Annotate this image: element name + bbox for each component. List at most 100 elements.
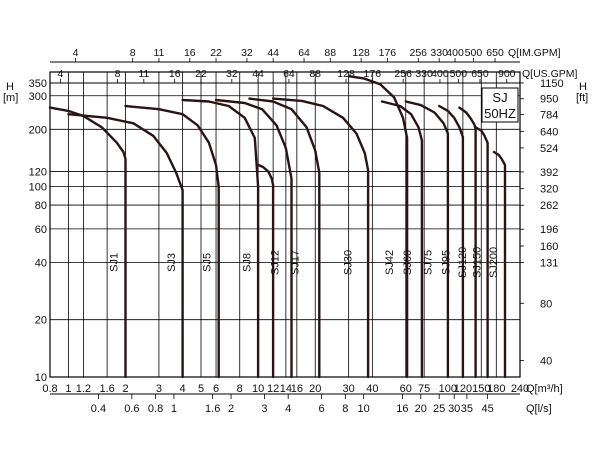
y-axis-unit-m-line1: H <box>6 81 14 93</box>
x-tick-label-ls: 0.8 <box>148 403 163 415</box>
x-tick-label-m3h: 10 <box>252 383 264 395</box>
y-tick-label-ft: 40 <box>540 356 552 368</box>
x-tick-label-us-gpm: 900 <box>498 68 516 80</box>
x-tick-label-im-gpm: 44 <box>267 47 279 59</box>
series-label: SJ8 <box>241 253 253 272</box>
x-tick-label-us-gpm: 330 <box>415 68 433 80</box>
y-tick-label-ft: 640 <box>540 126 558 138</box>
curve-sj12 <box>214 98 293 379</box>
x-tick-label-ls: 8 <box>342 403 348 415</box>
series-label: SJ60 <box>402 250 414 275</box>
curve-sj30 <box>271 97 370 379</box>
x-tick-label-im-gpm: 16 <box>184 47 196 59</box>
plot-frame <box>49 71 521 378</box>
y-tick-label-m: 120 <box>29 167 47 179</box>
x-tick-label-us-gpm: 44 <box>252 68 264 80</box>
y-tick-label-ft: 392 <box>540 167 558 179</box>
x-tick-label-im-gpm: 176 <box>379 47 397 59</box>
x-tick-label-im-gpm: 88 <box>324 47 336 59</box>
x-tick-label-im-gpm: 11 <box>153 47 164 59</box>
x-tick-label-im-gpm: 4 <box>73 47 79 59</box>
x-axis-unit-m3h: Q[m³/h] <box>526 383 563 395</box>
x-tick-label-m3h: 30 <box>343 383 355 395</box>
curve-sj60 <box>380 100 424 379</box>
series-label: SJ1 <box>109 253 121 272</box>
y-tick-label-m: 80 <box>35 200 47 212</box>
y-tick-label-ft: 80 <box>540 298 552 310</box>
x-tick-label-ls: 6 <box>319 403 325 415</box>
x-tick-label-m3h: 240 <box>511 383 529 395</box>
x-tick-label-m3h: 1.2 <box>76 383 91 395</box>
x-tick-label-im-gpm: 400 <box>446 47 464 59</box>
x-axis-unit-im-gpm: Q[IM.GPM] <box>508 47 561 59</box>
x-tick-label-im-gpm: 256 <box>410 47 428 59</box>
series-label: SJ42 <box>384 250 396 275</box>
curve-sj8 <box>181 98 260 379</box>
y-axis-unit-m-line2: [m] <box>3 92 18 104</box>
series-label: SJ120 <box>457 247 469 278</box>
chart-title: SJ <box>492 90 507 105</box>
series-label: SJ17 <box>289 250 301 275</box>
curve-sj75 <box>404 100 450 379</box>
x-tick-label-ls: 0.4 <box>91 403 106 415</box>
series-label: SJ150 <box>472 247 484 278</box>
x-tick-label-ls: 45 <box>481 403 493 415</box>
curve-sj200 <box>492 150 507 379</box>
x-tick-label-m3h: 8 <box>237 383 243 395</box>
x-tick-label-ls: 16 <box>396 403 408 415</box>
x-tick-label-ls: 35 <box>461 403 473 415</box>
curve-sj8 <box>256 163 275 379</box>
y-tick-label-m: 200 <box>29 124 47 136</box>
y-tick-label-ft: 950 <box>540 94 558 106</box>
x-tick-label-m3h: 12 <box>267 383 279 395</box>
curve-sj3 <box>67 112 184 379</box>
title-box <box>481 87 519 123</box>
x-tick-label-im-gpm: 330 <box>430 47 448 59</box>
x-tick-label-ls: 0.6 <box>124 403 139 415</box>
series-label: SJ3 <box>166 253 178 272</box>
x-tick-label-ls: 2 <box>228 403 234 415</box>
x-tick-label-m3h: 3 <box>156 383 162 395</box>
x-tick-label-im-gpm: 500 <box>465 47 483 59</box>
x-tick-label-m3h: 6 <box>213 383 219 395</box>
x-tick-label-us-gpm: 650 <box>471 68 489 80</box>
x-tick-label-ls: 20 <box>415 403 427 415</box>
series-label: SJ30 <box>342 250 354 275</box>
x-tick-label-m3h: 1 <box>65 383 71 395</box>
series-label: SJ5 <box>201 253 213 272</box>
x-tick-label-us-gpm: 256 <box>394 68 412 80</box>
series-label: SJ200 <box>488 247 500 278</box>
x-tick-label-m3h: 150 <box>472 383 490 395</box>
x-tick-label-ls: 10 <box>358 403 370 415</box>
y-tick-label-ft: 1150 <box>540 78 564 90</box>
x-tick-label-us-gpm: 64 <box>283 68 295 80</box>
x-tick-label-m3h: 120 <box>454 383 472 395</box>
x-tick-label-im-gpm: 8 <box>130 47 136 59</box>
y-axis-unit-ft-line1: H <box>579 81 587 93</box>
y-tick-label-ft: 160 <box>540 241 558 253</box>
x-tick-label-us-gpm: 400 <box>431 68 449 80</box>
x-tick-label-ls: 1 <box>171 403 177 415</box>
curve-sj150 <box>474 126 489 379</box>
x-tick-label-ls: 3 <box>261 403 267 415</box>
x-tick-label-m3h: 2 <box>122 383 128 395</box>
series-label: SJ75 <box>422 250 434 275</box>
x-tick-label-ls: 4 <box>285 403 291 415</box>
x-tick-label-us-gpm: 11 <box>138 68 149 80</box>
y-tick-label-m: 10 <box>35 372 47 384</box>
curve-sj120 <box>458 106 477 379</box>
y-tick-label-ft: 196 <box>540 224 558 236</box>
x-tick-label-m3h: 14 <box>280 383 292 395</box>
x-tick-label-m3h: 16 <box>291 383 303 395</box>
x-tick-label-ls: 1.6 <box>205 403 220 415</box>
y-tick-label-m: 20 <box>35 315 47 327</box>
y-tick-label-ft: 524 <box>540 143 558 155</box>
x-tick-label-im-gpm: 650 <box>486 47 504 59</box>
x-tick-label-us-gpm: 500 <box>450 68 468 80</box>
curve-sj17 <box>248 97 321 379</box>
x-tick-label-us-gpm: 128 <box>337 68 355 80</box>
x-axis-unit-ls: Q[l/s] <box>526 403 552 415</box>
x-tick-label-us-gpm: 8 <box>115 68 121 80</box>
x-tick-label-us-gpm: 22 <box>195 68 207 80</box>
y-tick-label-m: 40 <box>35 257 47 269</box>
